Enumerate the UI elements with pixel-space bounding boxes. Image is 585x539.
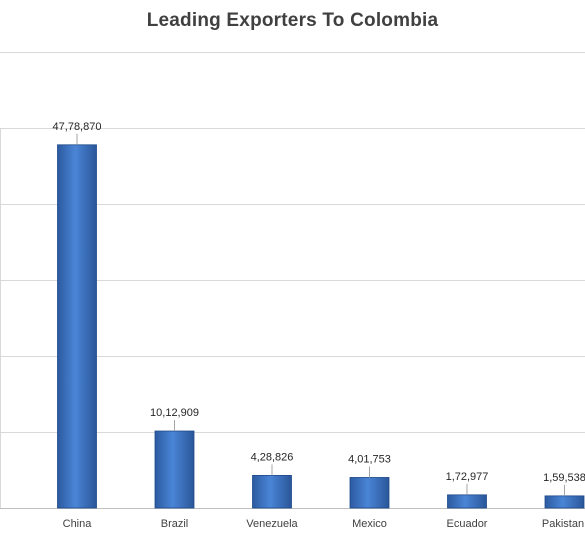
category-label: Pakistan [542, 518, 584, 530]
bar-ecuador [447, 494, 487, 509]
data-labels: 47,78,870 10,12,909 4,28,826 4,01,753 1,72,9… [53, 121, 585, 496]
gridlines [0, 52, 585, 509]
bar-mexico [349, 477, 390, 509]
bar-pakistan [544, 495, 585, 509]
category-label: Mexico [352, 518, 387, 530]
category-labels: China Brazil Venezuela Mexico Ecuador Pakista… [63, 518, 584, 530]
category-label: China [63, 518, 93, 530]
bar-brazil [154, 430, 195, 509]
data-label: 4,01,753 [348, 453, 391, 465]
data-label: 47,78,870 [53, 121, 102, 133]
data-label: 1,59,538 [543, 472, 585, 484]
data-label: 10,12,909 [150, 407, 199, 419]
bar-china [57, 144, 97, 509]
category-label: Ecuador [447, 518, 488, 530]
data-label: 4,28,826 [251, 451, 294, 463]
bars [57, 144, 585, 509]
bar-venezuela [252, 475, 292, 509]
category-label: Venezuela [246, 518, 298, 530]
data-label: 1,72,977 [446, 471, 489, 483]
chart-title: Leading Exporters To Colombia [146, 10, 439, 31]
category-label: Brazil [161, 518, 189, 530]
